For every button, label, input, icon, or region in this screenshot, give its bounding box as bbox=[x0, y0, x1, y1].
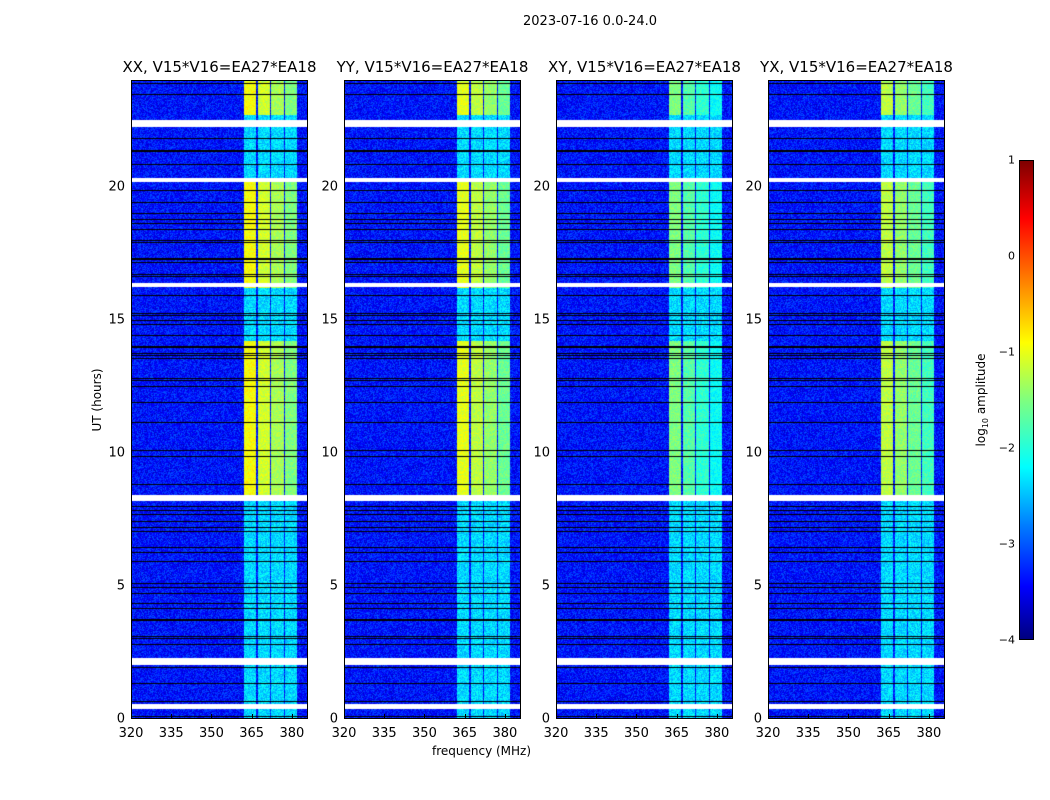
panel-title: YY, V15*V16=EA27*EA18 bbox=[336, 58, 529, 76]
y-tick-label: 15 bbox=[108, 312, 125, 328]
colorbar-tick-label: 0 bbox=[1008, 249, 1015, 263]
heatmap-xy bbox=[556, 80, 733, 719]
x-tick-mark bbox=[716, 714, 718, 719]
x-tick-label: 380 bbox=[916, 726, 942, 741]
y-tick-label: 0 bbox=[541, 711, 550, 727]
x-tick-mark bbox=[676, 714, 678, 719]
x-tick-label: 350 bbox=[199, 726, 224, 741]
axes-frame bbox=[556, 80, 733, 719]
x-tick-label: 350 bbox=[412, 726, 437, 741]
x-tick-mark bbox=[291, 714, 293, 719]
x-tick-label: 335 bbox=[158, 726, 184, 741]
panel-title: YX, V15*V16=EA27*EA18 bbox=[760, 58, 953, 76]
x-tick-label: 380 bbox=[492, 726, 518, 741]
x-tick-mark bbox=[768, 714, 769, 719]
x-tick-mark bbox=[596, 714, 598, 719]
colorbar-tick-label: 1 bbox=[1008, 153, 1015, 167]
heatmap-xx bbox=[131, 80, 308, 719]
y-tick-label: 20 bbox=[533, 179, 550, 194]
x-tick-label: 380 bbox=[279, 726, 305, 741]
x-tick-mark bbox=[888, 714, 890, 719]
colorbar-tick-label: −4 bbox=[998, 633, 1015, 647]
colorbar-label-sub: 10 bbox=[981, 417, 991, 429]
panel-title: XX, V15*V16=EA27*EA18 bbox=[122, 58, 317, 76]
x-tick-label: 335 bbox=[795, 726, 821, 741]
x-tick-mark bbox=[131, 714, 132, 719]
x-tick-label: 365 bbox=[452, 726, 478, 741]
x-tick-mark bbox=[556, 714, 557, 719]
x-tick-mark bbox=[384, 714, 386, 719]
y-tick-label: 0 bbox=[753, 711, 762, 727]
y-tick-label: 15 bbox=[745, 312, 762, 328]
heatmap-yy bbox=[344, 80, 521, 719]
colorbar-tick-label: −2 bbox=[998, 441, 1015, 455]
y-tick-label: 20 bbox=[321, 179, 338, 194]
x-tick-label: 320 bbox=[755, 726, 781, 741]
colorbar-tick-label: −1 bbox=[998, 345, 1015, 359]
y-tick-label: 10 bbox=[745, 445, 762, 461]
x-tick-label: 365 bbox=[239, 726, 265, 741]
y-tick-label: 5 bbox=[541, 578, 550, 594]
y-tick-label: 15 bbox=[533, 312, 550, 328]
y-tick-label: 15 bbox=[321, 312, 338, 328]
panel-yy: YY, V15*V16=EA27*EA18 320 335 350 365 380 0 5 1… bbox=[321, 58, 528, 741]
panel-xx: XX, V15*V16=EA27*EA18 320 335 350 365 380 0 5 1… bbox=[108, 58, 316, 741]
x-tick-label: 365 bbox=[664, 726, 690, 741]
x-tick-label: 335 bbox=[371, 726, 397, 741]
panel-title: XY, V15*V16=EA27*EA18 bbox=[548, 58, 741, 76]
x-tick-label: 380 bbox=[704, 726, 730, 741]
colorbar-label-rest: amplitude bbox=[973, 353, 988, 418]
colorbar bbox=[1019, 160, 1034, 640]
x-tick-mark bbox=[808, 714, 810, 719]
x-tick-label: 320 bbox=[118, 726, 144, 741]
y-axis-label: UT (hours) bbox=[90, 368, 104, 432]
y-tick-label: 20 bbox=[745, 179, 762, 194]
axes-frame bbox=[131, 80, 308, 719]
axes-frame bbox=[344, 80, 521, 719]
y-tick-label: 10 bbox=[533, 445, 550, 461]
panel-yx: YX, V15*V16=EA27*EA18 320 335 350 365 380 0 5 1… bbox=[745, 58, 952, 741]
y-tick-label: 5 bbox=[329, 578, 338, 594]
x-tick-mark bbox=[636, 714, 638, 719]
colorbar-label-main: log bbox=[973, 428, 988, 447]
x-tick-mark bbox=[211, 714, 213, 719]
heatmap-yx bbox=[768, 80, 945, 719]
x-tick-label: 365 bbox=[876, 726, 902, 741]
y-tick-label: 10 bbox=[108, 445, 125, 461]
x-tick-label: 350 bbox=[624, 726, 649, 741]
colorbar-label: log10 amplitude bbox=[974, 354, 990, 447]
x-tick-label: 320 bbox=[543, 726, 569, 741]
colorbar-tick-label: −3 bbox=[998, 537, 1015, 551]
panel-xy: XY, V15*V16=EA27*EA18 320 335 350 365 380 0 5 1… bbox=[533, 58, 740, 741]
axes-frame bbox=[768, 80, 945, 719]
y-tick-label: 0 bbox=[116, 711, 125, 727]
x-tick-mark bbox=[504, 714, 506, 719]
x-axis-label: frequency (MHz) bbox=[432, 744, 532, 758]
x-tick-mark bbox=[464, 714, 466, 719]
y-tick-label: 5 bbox=[116, 578, 125, 594]
x-tick-mark bbox=[171, 714, 173, 719]
x-tick-label: 350 bbox=[836, 726, 861, 741]
y-tick-label: 10 bbox=[321, 445, 338, 461]
x-tick-mark bbox=[344, 714, 345, 719]
x-tick-mark bbox=[848, 714, 850, 719]
x-tick-label: 320 bbox=[331, 726, 357, 741]
y-tick-label: 5 bbox=[753, 578, 762, 594]
x-tick-mark bbox=[424, 714, 426, 719]
x-tick-mark bbox=[928, 714, 930, 719]
x-tick-mark bbox=[251, 714, 253, 719]
x-tick-label: 335 bbox=[583, 726, 609, 741]
y-tick-label: 20 bbox=[108, 179, 125, 194]
figure-title: 2023-07-16 0.0-24.0 bbox=[523, 14, 657, 29]
y-tick-label: 0 bbox=[329, 711, 338, 727]
